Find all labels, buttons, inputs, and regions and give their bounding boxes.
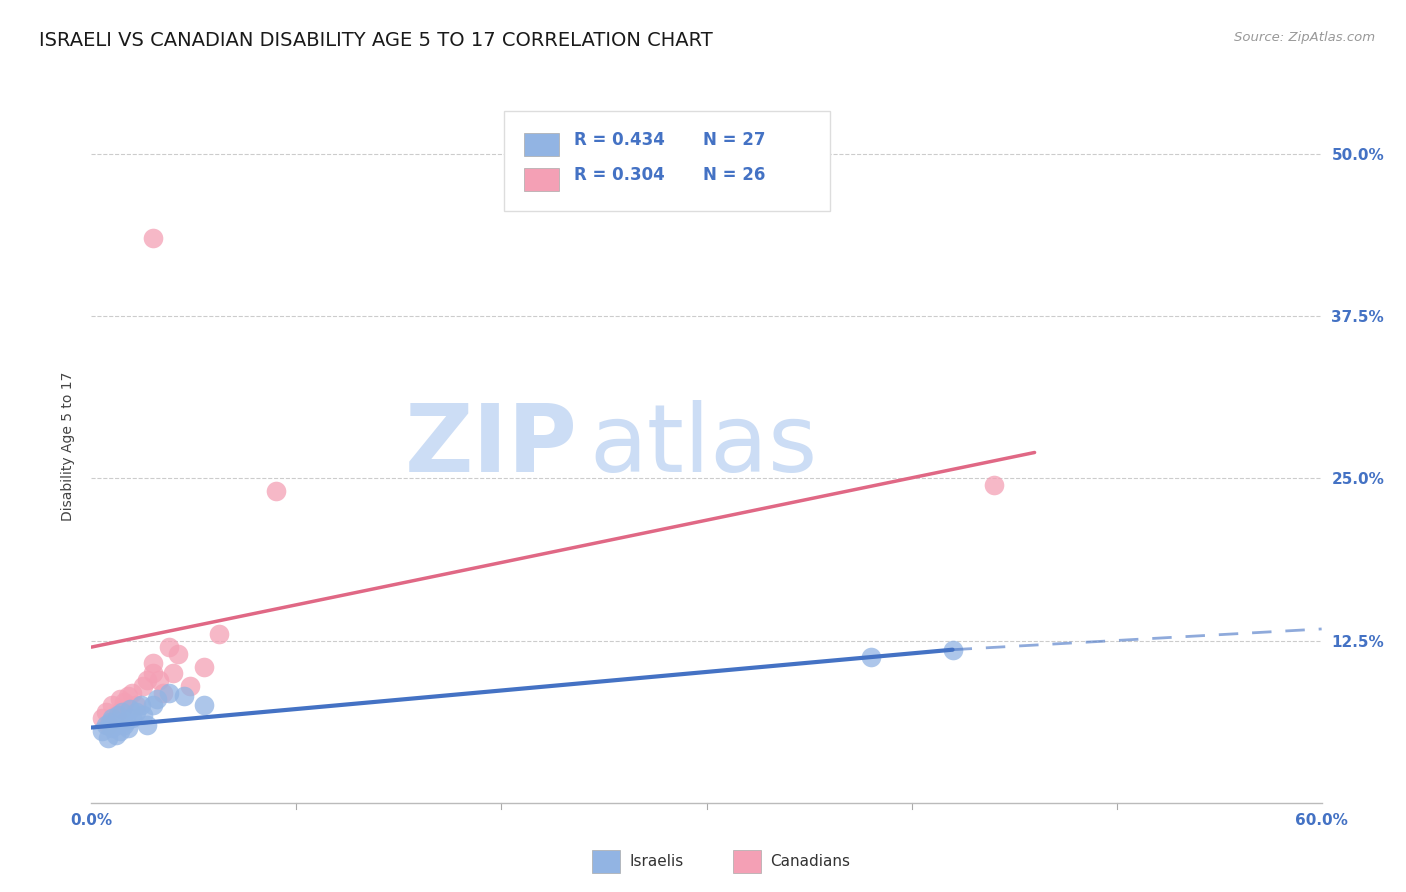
Point <box>105 728 127 742</box>
Text: atlas: atlas <box>589 400 818 492</box>
Point <box>117 721 139 735</box>
Point <box>90 711 112 725</box>
Y-axis label: Disability Age 5 to 17: Disability Age 5 to 17 <box>60 371 75 521</box>
Point <box>112 718 135 732</box>
Point <box>162 666 184 681</box>
Point <box>97 731 120 745</box>
Point <box>111 705 134 719</box>
Point <box>103 718 125 732</box>
Text: R = 0.304: R = 0.304 <box>574 166 665 184</box>
Point <box>146 692 169 706</box>
Point <box>152 685 174 699</box>
Point <box>120 702 142 716</box>
Point <box>97 718 120 732</box>
Text: Canadians: Canadians <box>770 855 851 869</box>
Point <box>157 685 180 699</box>
FancyBboxPatch shape <box>503 111 830 211</box>
Point <box>207 627 229 641</box>
Point <box>983 478 1005 492</box>
Point <box>108 724 131 739</box>
Point <box>179 679 201 693</box>
Point <box>107 707 129 722</box>
Point <box>108 692 131 706</box>
Point <box>173 690 195 704</box>
Point <box>101 711 124 725</box>
Point <box>129 698 152 713</box>
Point <box>148 673 170 687</box>
Point <box>142 666 165 681</box>
Bar <box>524 133 560 155</box>
Text: Source: ZipAtlas.com: Source: ZipAtlas.com <box>1234 31 1375 45</box>
Point <box>125 698 148 713</box>
Point <box>142 231 165 245</box>
Point <box>193 659 215 673</box>
Point <box>859 650 882 665</box>
Point <box>166 647 188 661</box>
Point <box>117 690 139 704</box>
Point <box>125 705 148 719</box>
Point <box>121 685 143 699</box>
Point <box>101 721 124 735</box>
Text: ISRAELI VS CANADIAN DISABILITY AGE 5 TO 17 CORRELATION CHART: ISRAELI VS CANADIAN DISABILITY AGE 5 TO … <box>39 31 713 50</box>
Point <box>105 707 127 722</box>
Point <box>135 673 157 687</box>
Point <box>111 702 134 716</box>
Text: N = 26: N = 26 <box>703 166 765 184</box>
Point <box>142 698 165 713</box>
Point <box>135 718 157 732</box>
Point <box>264 484 287 499</box>
Point <box>131 679 153 693</box>
Point <box>157 640 180 654</box>
Point <box>942 642 965 657</box>
Point <box>101 698 124 713</box>
Bar <box>524 168 560 191</box>
Point <box>142 656 165 670</box>
Point <box>131 707 153 722</box>
Text: Israelis: Israelis <box>630 855 685 869</box>
Point <box>94 705 117 719</box>
Point <box>112 695 135 709</box>
Point <box>115 714 138 728</box>
Text: R = 0.434: R = 0.434 <box>574 131 665 149</box>
Point <box>98 715 121 730</box>
Point <box>193 698 215 713</box>
Text: N = 27: N = 27 <box>703 131 765 149</box>
Point <box>90 724 112 739</box>
Point <box>121 711 143 725</box>
Point <box>94 718 117 732</box>
Text: ZIP: ZIP <box>405 400 578 492</box>
